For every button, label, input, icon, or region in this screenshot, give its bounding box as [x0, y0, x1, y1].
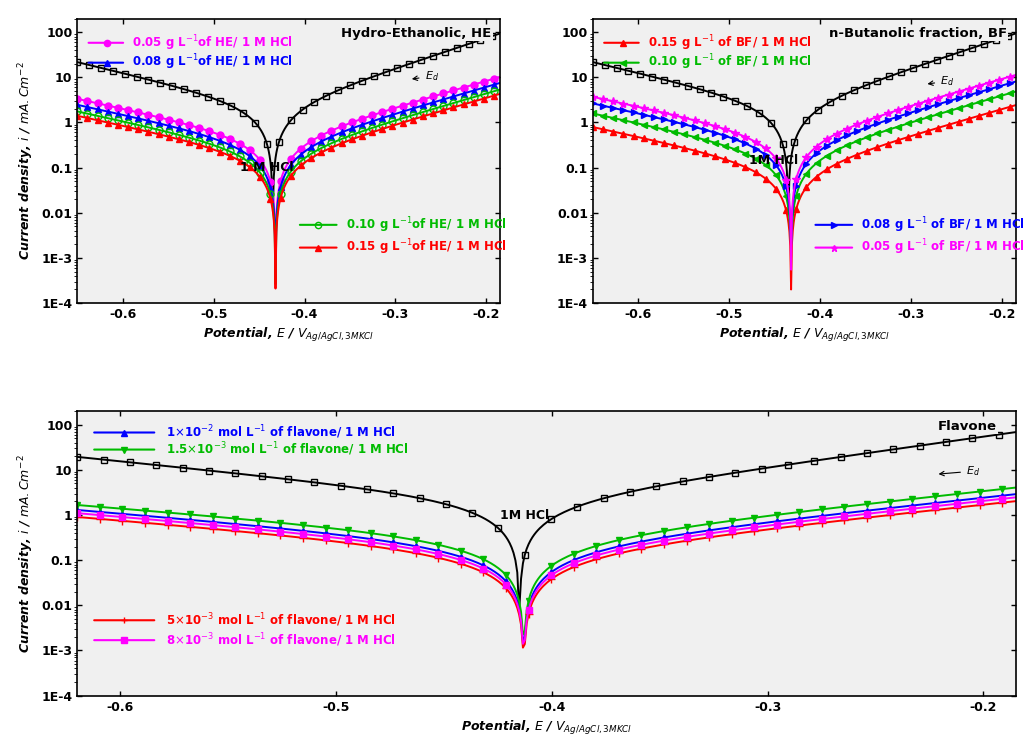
Text: 1 M HCl: 1 M HCl: [240, 161, 294, 174]
Text: 0.15 g L$^{-1}$ of BF/ 1 M HCl: 0.15 g L$^{-1}$ of BF/ 1 M HCl: [647, 33, 811, 53]
Text: 0.08 g L$^{-1}$of HE/ 1 M HCl: 0.08 g L$^{-1}$of HE/ 1 M HCl: [132, 53, 293, 72]
Text: 1M HCl: 1M HCl: [499, 508, 548, 522]
Y-axis label: Current density, $i$ / $mA.Cm^{-2}$: Current density, $i$ / $mA.Cm^{-2}$: [16, 454, 36, 652]
Text: 1.5$\times$10$^{-3}$ mol L$^{-1}$ of flavone/ 1 M HCl: 1.5$\times$10$^{-3}$ mol L$^{-1}$ of fla…: [166, 440, 409, 458]
Text: 0.05 g L$^{-1}$ of BF/ 1 M HCl: 0.05 g L$^{-1}$ of BF/ 1 M HCl: [861, 238, 1025, 257]
Text: $E_d$: $E_d$: [413, 69, 438, 83]
Text: 0.10 g L$^{-1}$ of BF/ 1 M HCl: 0.10 g L$^{-1}$ of BF/ 1 M HCl: [647, 53, 811, 72]
Y-axis label: Current density, $i$ / $mA.Cm^{-2}$: Current density, $i$ / $mA.Cm^{-2}$: [16, 62, 36, 260]
Text: 1$\times$10$^{-2}$ mol L$^{-1}$ of flavone/ 1 M HCl: 1$\times$10$^{-2}$ mol L$^{-1}$ of flavo…: [166, 423, 397, 441]
Text: 0.05 g L$^{-1}$of HE/ 1 M HCl: 0.05 g L$^{-1}$of HE/ 1 M HCl: [132, 33, 293, 53]
X-axis label: Potential, $E$ / $V_{Ag/AgCl,3M KCl}$: Potential, $E$ / $V_{Ag/AgCl,3M KCl}$: [461, 719, 632, 737]
Text: 0.08 g L$^{-1}$ of BF/ 1 M HCl: 0.08 g L$^{-1}$ of BF/ 1 M HCl: [861, 215, 1025, 234]
Text: 0.15 g L$^{-1}$of HE/ 1 M HCl: 0.15 g L$^{-1}$of HE/ 1 M HCl: [345, 238, 506, 257]
Text: Hydro-Ethanolic, HE: Hydro-Ethanolic, HE: [341, 27, 492, 40]
X-axis label: Potential, $E$ / $V_{Ag/AgCl,3M KCl}$: Potential, $E$ / $V_{Ag/AgCl,3M KCl}$: [719, 327, 890, 344]
Text: 1M HCl: 1M HCl: [750, 154, 798, 167]
Text: $E_d$: $E_d$: [939, 464, 979, 478]
Text: Flavone: Flavone: [938, 420, 997, 433]
Text: 5$\times$10$^{-3}$ mol L$^{-1}$ of flavone/ 1 M HCl: 5$\times$10$^{-3}$ mol L$^{-1}$ of flavo…: [166, 612, 397, 629]
Text: n-Butanolic fraction, BF: n-Butanolic fraction, BF: [829, 27, 1007, 40]
X-axis label: Potential, $E$ / $V_{Ag/AgCl,3M KCl}$: Potential, $E$ / $V_{Ag/AgCl,3M KCl}$: [203, 327, 374, 344]
Text: $E_d$: $E_d$: [929, 74, 954, 88]
Text: 8$\times$10$^{-3}$ mol L$^{-1}$ of flavone/ 1 M HCl: 8$\times$10$^{-3}$ mol L$^{-1}$ of flavo…: [166, 632, 397, 649]
Text: 0.10 g L$^{-1}$of HE/ 1 M HCl: 0.10 g L$^{-1}$of HE/ 1 M HCl: [345, 215, 506, 234]
